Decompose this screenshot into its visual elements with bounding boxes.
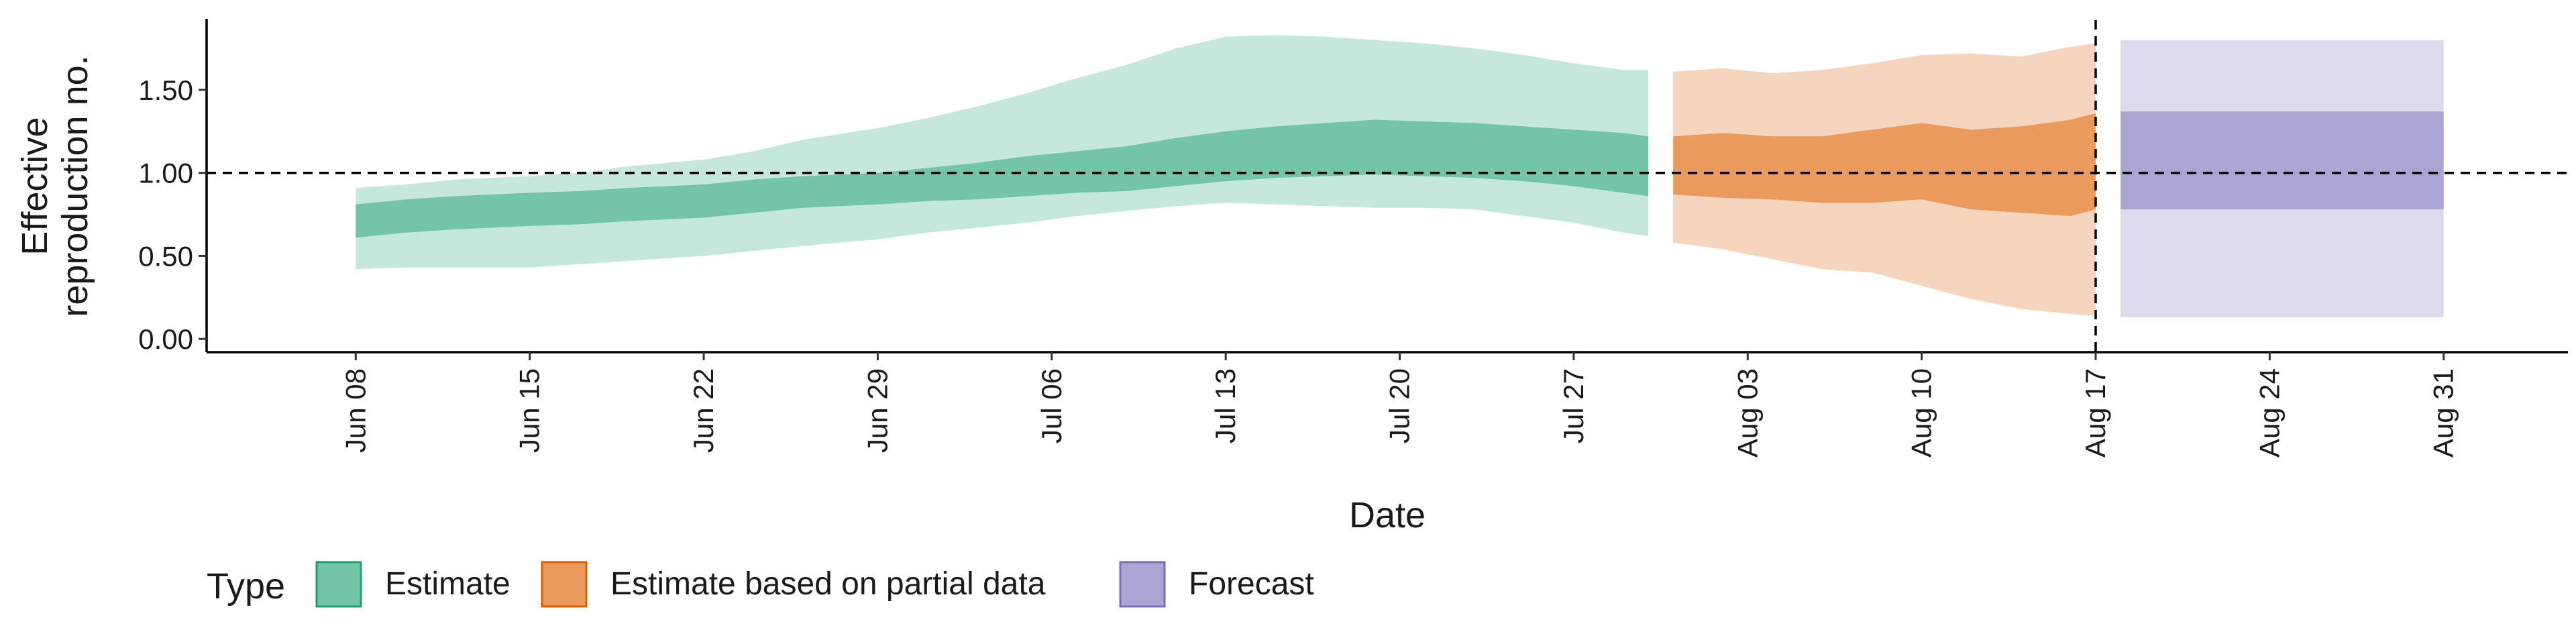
y-axis-title-line: reproduction no. <box>55 55 95 317</box>
forecast-inner-band <box>2121 111 2444 210</box>
legend: Type Estimate Estimate based on partial da… <box>207 561 1314 608</box>
x-tick-label: Aug 17 <box>2080 368 2111 458</box>
x-tick-label: Jun 22 <box>688 368 719 453</box>
y-axis-title: Effectivereproduction no. <box>15 55 95 317</box>
partial-estimate-inner-band <box>1673 113 2096 217</box>
legend-title: Type <box>207 566 285 606</box>
y-tick-label: 0.00 <box>138 323 193 355</box>
legend-item-label: Forecast <box>1189 566 1314 602</box>
reference-layer <box>207 20 2568 352</box>
axis-layer: 0.00 0.50 1.00 1.50 Jun 08 Jun 15 Jun 22 Jun 29… <box>15 19 2568 535</box>
estimate-inner-band <box>356 119 1649 238</box>
x-tick-label: Jul 27 <box>1558 368 1589 443</box>
x-tick-label: Jul 13 <box>1210 368 1241 443</box>
ribbon-layer <box>356 35 2444 317</box>
legend-item-label: Estimate <box>385 566 511 602</box>
legend-swatch <box>1119 561 1166 608</box>
y-axis-title-line: Effective <box>15 117 55 255</box>
y-tick-label: 0.50 <box>138 240 193 272</box>
y-tick-label: 1.50 <box>138 74 193 106</box>
x-tick-label: Jul 06 <box>1036 368 1067 443</box>
x-tick-label: Jul 20 <box>1384 368 1415 443</box>
x-tick-label: Jun 29 <box>861 368 893 453</box>
legend-swatch <box>541 561 588 608</box>
x-tick-label: Aug 24 <box>2253 368 2285 458</box>
x-tick-label: Aug 10 <box>1906 368 1937 458</box>
legend-item-label: Estimate based on partial data <box>610 566 1046 602</box>
legend-swatch <box>315 561 362 608</box>
x-tick-label: Aug 31 <box>2428 368 2459 458</box>
y-tick-label: 1.00 <box>138 158 193 189</box>
x-axis-title: Date <box>1349 495 1426 535</box>
x-tick-label: Jun 15 <box>514 368 545 453</box>
x-tick-label: Jun 08 <box>339 368 371 453</box>
x-tick-label: Aug 03 <box>1731 368 1763 458</box>
